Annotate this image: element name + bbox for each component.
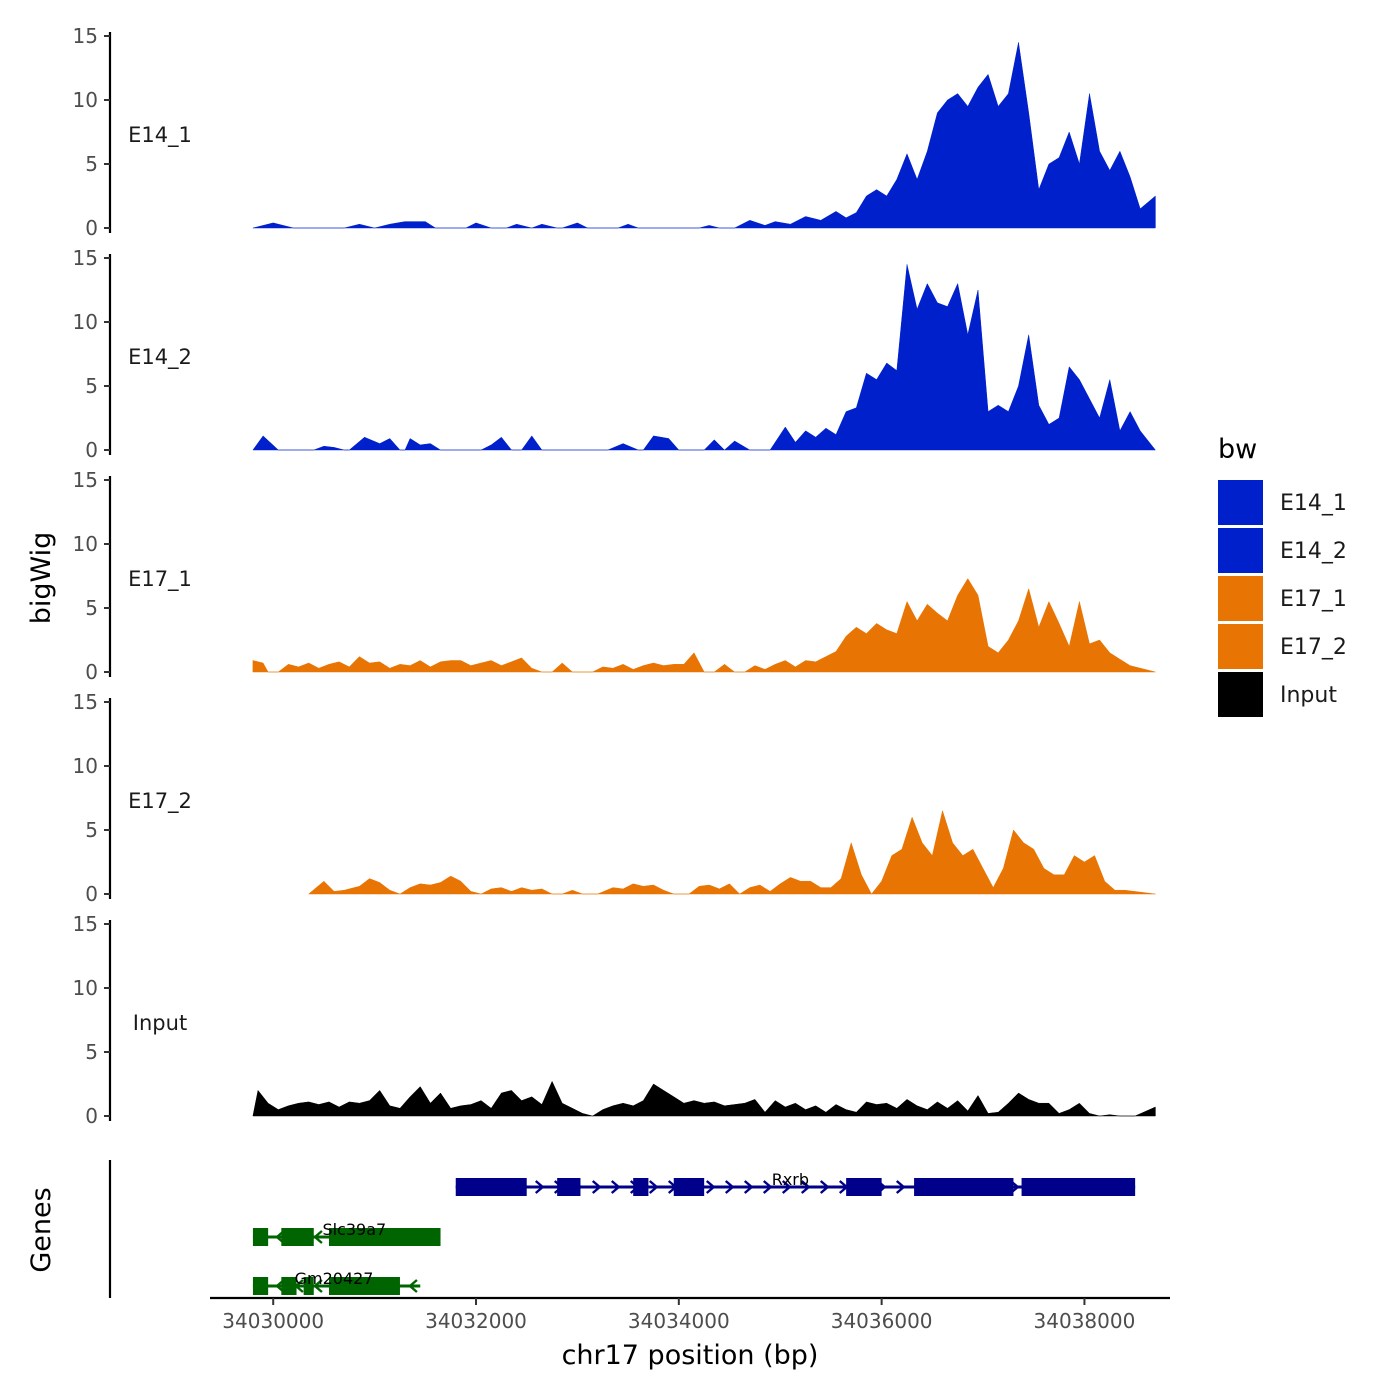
track-label: Input xyxy=(133,1011,187,1035)
x-axis: 34030000 34032000 34034000 34036000 34038000 xyxy=(210,1296,1170,1333)
exon-block xyxy=(914,1178,1014,1196)
genes-panel: Rxrb Slc39a7 Gm20427 xyxy=(108,1160,1136,1298)
legend-swatch-E14_2 xyxy=(1218,528,1263,573)
y-tick-label: 5 xyxy=(85,152,98,176)
y-tick-label: 5 xyxy=(85,1040,98,1064)
x-tick-label: 34036000 xyxy=(831,1309,933,1333)
y-tick-label: 0 xyxy=(85,660,98,684)
legend-label-E14_2: E14_2 xyxy=(1280,539,1347,564)
genes-axis-title: Genes xyxy=(26,1187,57,1272)
gene-label: Slc39a7 xyxy=(322,1220,386,1239)
legend-swatch-E17_2 xyxy=(1218,624,1263,669)
legend: bw E14_1 E14_2 E17_1 E17_2 Input xyxy=(1218,434,1347,717)
x-tick-label: 34032000 xyxy=(425,1309,527,1333)
exon-block xyxy=(252,1228,269,1246)
track-panel-Input: 0 5 10 15 Input xyxy=(73,912,1156,1128)
y-tick-label: 0 xyxy=(85,438,98,462)
gene-Slc39a7: Slc39a7 xyxy=(252,1220,441,1246)
y-tick-label: 10 xyxy=(73,532,98,556)
exon-block xyxy=(673,1178,705,1196)
y-tick-label: 10 xyxy=(73,754,98,778)
x-tick-label: 34038000 xyxy=(1034,1309,1136,1333)
strand-arrow xyxy=(313,1230,323,1244)
y-tick-label: 5 xyxy=(85,818,98,842)
exon-block xyxy=(303,1277,314,1295)
signal-area-E14_1 xyxy=(252,42,1156,229)
strand-arrow xyxy=(762,1180,773,1194)
legend-label-E14_1: E14_1 xyxy=(1280,491,1347,516)
y-tick-label: 0 xyxy=(85,1104,98,1128)
track-label: E17_1 xyxy=(128,567,192,592)
strand-arrow xyxy=(800,1180,811,1194)
y-tick-label: 0 xyxy=(85,216,98,240)
gene-Gm20427: Gm20427 xyxy=(252,1269,421,1295)
track-panels: 0 5 10 15 E14_1 0 5 10 15 E14_2 0 5 10 15 E17_1 0 5 10 15 E… xyxy=(73,24,1156,1128)
gene-Rxrb: Rxrb xyxy=(455,1170,1136,1196)
legend-label-E17_1: E17_1 xyxy=(1280,587,1347,612)
gene-label: Gm20427 xyxy=(295,1269,374,1288)
signal-area-E17_2 xyxy=(308,810,1156,895)
exon-block xyxy=(455,1178,527,1196)
strand-arrow xyxy=(610,1180,621,1194)
strand-arrow xyxy=(648,1180,659,1194)
exon-block xyxy=(328,1228,441,1246)
signal-area-E14_2 xyxy=(252,264,1156,451)
y-tick-label: 15 xyxy=(73,912,98,936)
y-tick-label: 15 xyxy=(73,24,98,48)
strand-arrow xyxy=(534,1180,545,1194)
strand-arrow xyxy=(705,1180,716,1194)
track-label: E14_2 xyxy=(128,345,192,370)
y-tick-label: 15 xyxy=(73,468,98,492)
exon-block xyxy=(281,1228,314,1246)
strand-arrow xyxy=(819,1180,830,1194)
legend-label-E17_2: E17_2 xyxy=(1280,635,1347,660)
y-tick-label: 0 xyxy=(85,882,98,906)
x-tick-label: 34034000 xyxy=(628,1309,730,1333)
track-panel-E14_1: 0 5 10 15 E14_1 xyxy=(73,24,1156,240)
track-panel-E17_1: 0 5 10 15 E17_1 xyxy=(73,468,1156,684)
strand-arrow xyxy=(313,1279,323,1293)
y-axis-title: bigWig xyxy=(26,532,57,625)
y-tick-label: 10 xyxy=(73,88,98,112)
exon-block xyxy=(557,1178,581,1196)
strand-arrow xyxy=(591,1180,602,1194)
strand-arrow xyxy=(724,1180,735,1194)
strand-arrow xyxy=(781,1180,792,1194)
exon-block xyxy=(1021,1178,1136,1196)
track-label: E17_2 xyxy=(128,789,192,814)
y-tick-label: 15 xyxy=(73,246,98,270)
exon-block xyxy=(633,1178,649,1196)
x-axis-title: chr17 position (bp) xyxy=(562,1340,819,1371)
gene-label: Rxrb xyxy=(772,1170,809,1189)
strand-arrow xyxy=(895,1180,906,1194)
legend-title: bw xyxy=(1218,434,1257,465)
track-label: E14_1 xyxy=(128,123,192,148)
signal-area-E17_1 xyxy=(252,578,1156,673)
track-panel-E14_2: 0 5 10 15 E14_2 xyxy=(73,246,1156,462)
y-tick-label: 15 xyxy=(73,690,98,714)
exon-block xyxy=(281,1277,297,1295)
y-tick-label: 10 xyxy=(73,310,98,334)
legend-label-Input: Input xyxy=(1280,683,1337,708)
legend-swatch-Input xyxy=(1218,672,1263,717)
track-panel-E17_2: 0 5 10 15 E17_2 xyxy=(73,690,1156,906)
exon-block xyxy=(252,1277,269,1295)
y-tick-label: 5 xyxy=(85,596,98,620)
legend-swatch-E14_1 xyxy=(1218,480,1263,525)
legend-swatch-E17_1 xyxy=(1218,576,1263,621)
signal-area-Input xyxy=(252,1081,1156,1117)
exon-block xyxy=(846,1178,882,1196)
x-tick-label: 34030000 xyxy=(222,1309,324,1333)
strand-arrow xyxy=(743,1180,754,1194)
strand-arrow xyxy=(408,1279,418,1293)
y-tick-label: 5 xyxy=(85,374,98,398)
exon-block xyxy=(328,1277,400,1295)
y-tick-label: 10 xyxy=(73,976,98,1000)
